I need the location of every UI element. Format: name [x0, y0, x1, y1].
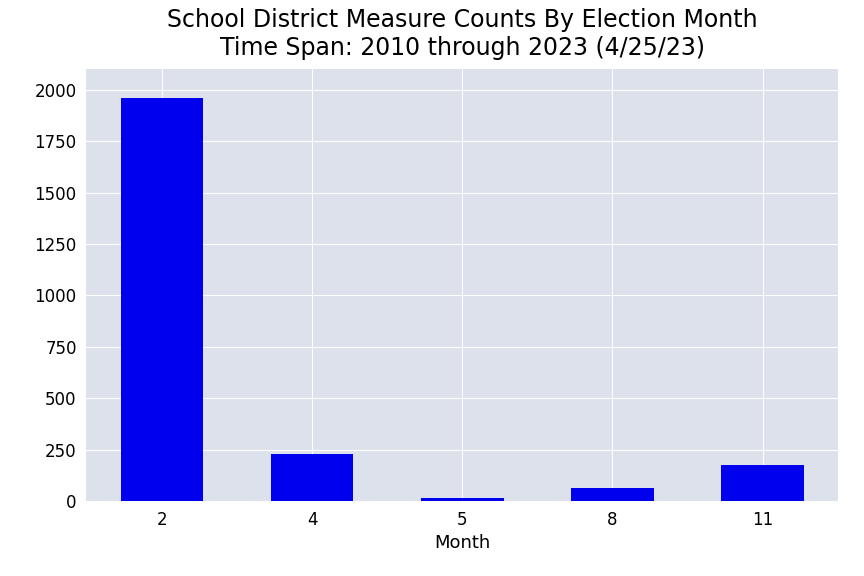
Bar	[270, 454, 353, 501]
Bar	[571, 488, 654, 501]
Bar	[721, 465, 804, 501]
Title: School District Measure Counts By Election Month
Time Span: 2010 through 2023 (4: School District Measure Counts By Electi…	[167, 9, 758, 60]
Bar	[421, 498, 504, 501]
Bar	[121, 98, 203, 501]
X-axis label: Month: Month	[434, 535, 491, 552]
